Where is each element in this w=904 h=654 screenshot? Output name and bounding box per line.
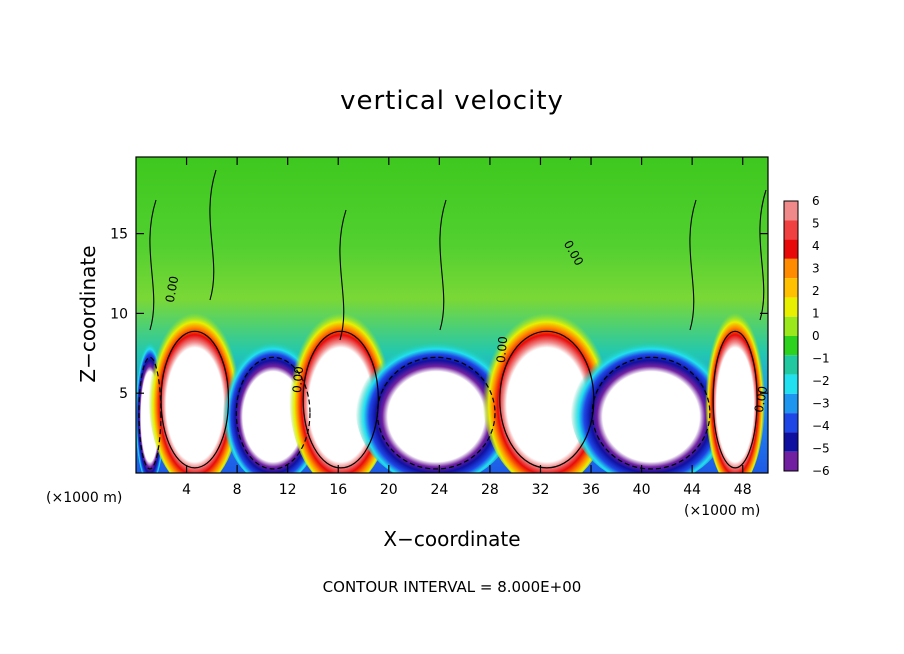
zero-contour-label: 0.00: [494, 336, 510, 364]
colorbar-label: 0: [812, 329, 820, 343]
colorbar-label: −3: [812, 397, 830, 411]
x-tick-label: 40: [633, 482, 651, 498]
zero-contour-label: 0.00: [752, 385, 770, 414]
x-tick-label: 8: [233, 482, 242, 498]
colorbar-swatch: [784, 413, 798, 433]
zero-contour-label: 0.00: [163, 275, 181, 304]
plot-frame: [135, 156, 769, 474]
x-tick-label: 28: [481, 482, 499, 498]
colorbar-swatch: [784, 239, 798, 259]
x-tick-label: 36: [582, 482, 600, 498]
contour-line: [235, 356, 311, 470]
colorbar-swatch: [784, 316, 798, 336]
colorbar-swatch: [784, 336, 798, 356]
colorbar-swatch: [784, 278, 798, 298]
x-tick-label: 44: [683, 482, 701, 498]
colorbar-label: −4: [812, 419, 830, 433]
x-tick-label: 24: [430, 482, 448, 498]
x-tick-label: 20: [380, 482, 398, 498]
x-tick-label: 12: [279, 482, 297, 498]
colorbar-swatch: [784, 297, 798, 317]
colorbar-frame: [783, 200, 799, 472]
contour-line: [439, 199, 447, 331]
colorbar-label: −6: [812, 464, 830, 478]
x-scale-note-left: (×1000 m): [46, 490, 123, 506]
colorbar-label: 4: [812, 239, 820, 253]
contour-line: [712, 330, 758, 469]
zero-contour-label: 0.00: [290, 366, 306, 394]
velocity-cell: [148, 303, 241, 473]
contour-line: [339, 209, 347, 341]
chart-title: vertical velocity: [340, 86, 564, 116]
x-tick-label: 16: [329, 482, 347, 498]
colorbar-swatch: [784, 451, 798, 471]
colorbar-label: 2: [812, 284, 820, 298]
contour-line: [138, 356, 162, 470]
colorbar-label: 6: [812, 194, 820, 208]
x-tick-label: 48: [734, 482, 752, 498]
y-axis-label: Z−coordinate: [76, 245, 100, 383]
colorbar-swatch: [784, 258, 798, 279]
colorbar-swatch: [784, 374, 798, 394]
velocity-cell: [355, 333, 517, 473]
colorbar-label: 3: [812, 262, 820, 276]
colorbar-label: 5: [812, 217, 820, 231]
contour-line: [149, 199, 157, 331]
y-tick-label: 5: [119, 386, 128, 402]
x-tick-label: 4: [182, 482, 191, 498]
x-axis-label: X−coordinate: [383, 527, 521, 551]
contour-line: [759, 189, 767, 321]
contour-line: [209, 169, 217, 301]
contour-line: [160, 330, 230, 469]
colorbar-swatch: [784, 355, 798, 375]
colorbar-label: −2: [812, 374, 830, 388]
contour-line: [376, 356, 496, 470]
colorbar-swatch: [784, 432, 798, 452]
x-tick-label: 32: [532, 482, 550, 498]
y-tick-label: 15: [110, 227, 128, 243]
velocity-cell: [705, 303, 766, 473]
contour-line: [689, 199, 697, 331]
x-scale-note-right: (×1000 m): [684, 503, 761, 519]
y-tick-label: 10: [110, 306, 128, 322]
colorbar-label: −5: [812, 442, 830, 456]
contour-line: [302, 330, 379, 469]
colorbar-swatch: [784, 201, 798, 221]
colorbar-label: −1: [812, 352, 830, 366]
colorbar-swatch: [784, 393, 798, 414]
velocity-cell: [570, 333, 732, 473]
colorbar-label: 1: [812, 307, 820, 321]
contour-line: [591, 356, 711, 470]
colorbar-swatch: [784, 220, 798, 240]
contour-interval-note: CONTOUR INTERVAL = 8.000E+00: [322, 578, 582, 596]
